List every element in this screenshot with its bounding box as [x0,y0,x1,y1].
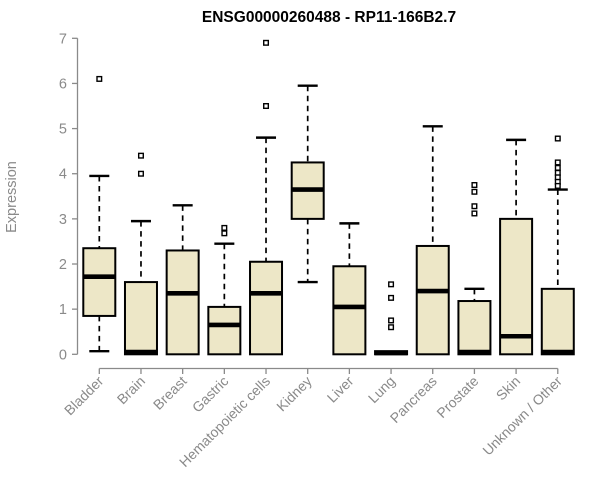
box-unknown-other [540,135,575,356]
box-prostate [457,182,492,356]
y-tick-label: 6 [59,76,67,92]
box-pancreas [415,125,450,356]
chart-title: ENSG00000260488 - RP11-166B2.7 [202,9,456,26]
box [332,265,367,356]
box-hematopoietic-cells [249,39,284,356]
outlier-point [137,170,144,177]
outlier-point [471,188,478,195]
box [207,305,242,356]
outlier-point [554,164,561,171]
x-tick-label: Brain [114,373,148,407]
outlier-point [388,294,395,301]
outlier-point [554,182,561,189]
x-tick-label: Lung [365,373,398,406]
x-tick-label: Bladder [61,373,107,419]
box [249,260,284,356]
box [123,281,158,356]
outlier-point [471,182,478,189]
outlier-point [96,75,103,82]
box-liver [332,222,367,356]
y-tick-label: 0 [59,347,67,363]
x-tick-label: Breast [150,373,190,413]
box-breast [165,204,200,356]
outlier-point [388,324,395,331]
box [82,247,117,317]
box-gastric [207,224,242,356]
y-tick-label: 4 [59,167,67,183]
outlier-point [221,224,228,231]
box-skin [499,138,534,356]
box [540,287,575,356]
outlier-point [263,39,270,46]
y-tick-label: 2 [59,257,67,273]
box [165,249,200,356]
outlier-point [471,210,478,217]
y-tick-label: 7 [59,31,67,47]
outlier-point [221,230,228,237]
y-tick-label: 3 [59,212,67,228]
outlier-point [554,135,561,142]
outlier-point [554,159,561,166]
outlier-point [471,203,478,210]
outlier-point [388,281,395,288]
plot-area: 0 1 2 3 4 5 6 7 Bladder Brain Breast GastricHematop… [59,31,575,470]
box-brain [123,152,158,356]
outlier-point [263,103,270,110]
box [457,300,492,356]
box-kidney [290,84,325,284]
x-tick-label: Kidney [273,373,315,415]
y-tick-label: 1 [59,302,67,318]
box-lung [374,281,409,356]
outlier-point [137,152,144,159]
x-tick-label: Liver [324,373,357,406]
y-tick-label: 5 [59,122,67,138]
y-axis-label: Expression [4,161,20,233]
outlier-point [388,317,395,324]
y-axis: 0 1 2 3 4 5 6 7 [59,31,79,363]
x-tick-label: Unknown / Other [479,373,565,459]
x-tick-label: Skin [493,373,524,404]
box [415,244,450,356]
x-tick-label: Prostate [433,373,481,421]
box [499,217,534,356]
box-bladder [82,75,117,353]
